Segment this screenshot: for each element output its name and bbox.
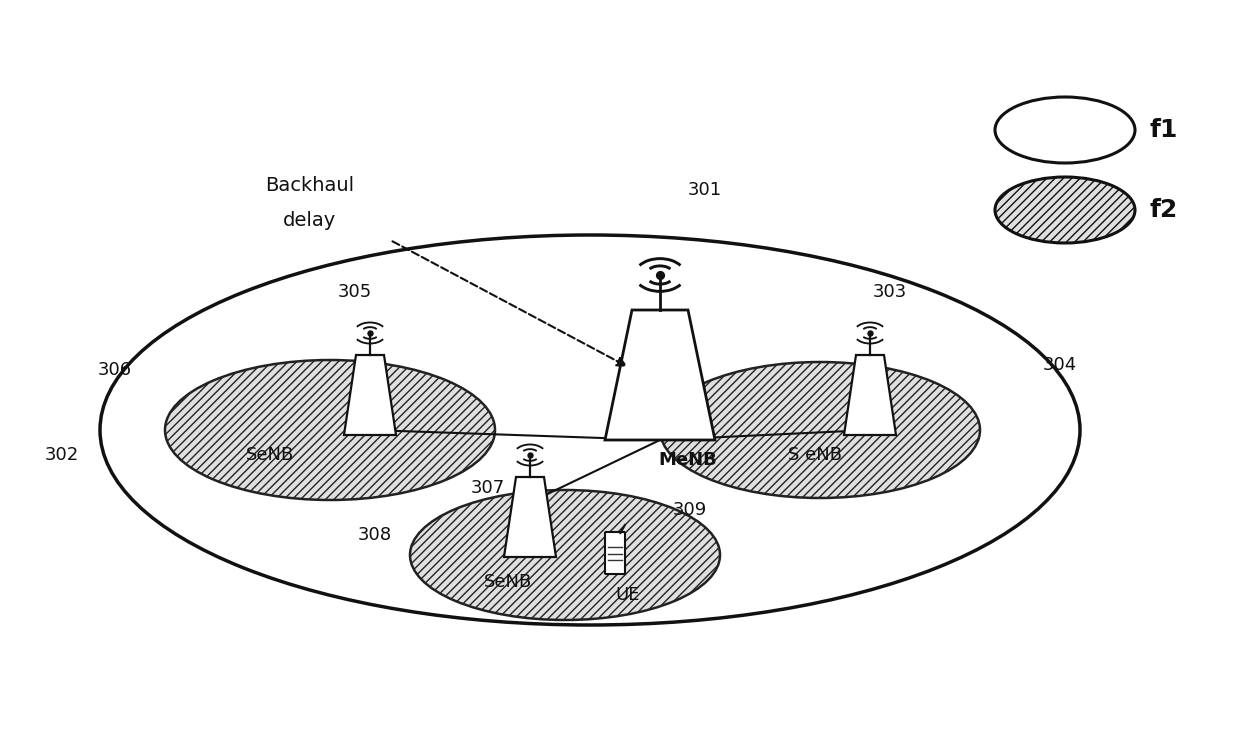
FancyBboxPatch shape <box>605 532 625 574</box>
Ellipse shape <box>660 362 980 498</box>
Polygon shape <box>503 477 556 557</box>
Text: UE: UE <box>616 586 640 604</box>
Text: 302: 302 <box>45 446 79 464</box>
Text: SeNB: SeNB <box>246 446 294 464</box>
Text: f1: f1 <box>1149 118 1178 142</box>
Text: 309: 309 <box>673 501 707 519</box>
Ellipse shape <box>410 490 720 620</box>
Text: f2: f2 <box>1149 198 1178 222</box>
Text: 303: 303 <box>873 283 908 301</box>
Text: 305: 305 <box>337 283 372 301</box>
Text: Backhaul: Backhaul <box>265 175 355 195</box>
Polygon shape <box>343 355 396 435</box>
Text: 304: 304 <box>1043 356 1078 374</box>
Text: MeNB: MeNB <box>658 451 718 469</box>
Text: 307: 307 <box>471 479 505 497</box>
Ellipse shape <box>994 97 1135 163</box>
Text: S eNB: S eNB <box>787 446 842 464</box>
Text: 308: 308 <box>358 526 392 544</box>
Ellipse shape <box>994 177 1135 243</box>
Polygon shape <box>605 310 715 440</box>
Ellipse shape <box>165 360 495 500</box>
Text: delay: delay <box>284 211 336 229</box>
Text: SeNB: SeNB <box>484 573 532 591</box>
Text: 301: 301 <box>688 181 722 199</box>
Polygon shape <box>844 355 897 435</box>
Text: 306: 306 <box>98 361 133 379</box>
Ellipse shape <box>100 235 1080 625</box>
